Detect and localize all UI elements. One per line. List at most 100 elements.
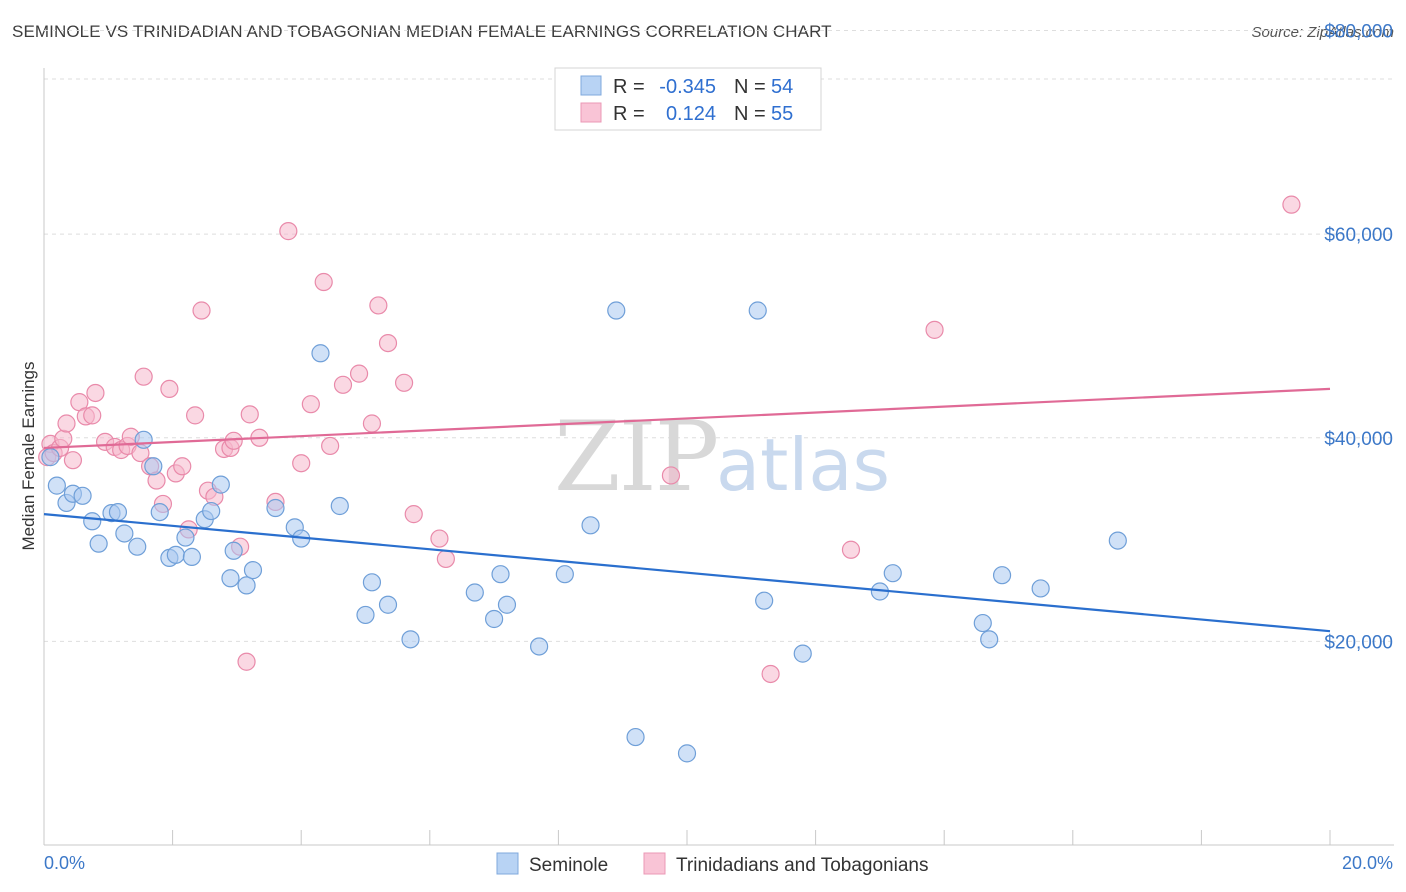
point-seminole	[356, 605, 375, 625]
point-seminole	[401, 630, 420, 649]
trend-line-trinidadians	[43, 387, 1331, 450]
point-seminole	[755, 591, 774, 610]
series-seminole-points	[41, 301, 1127, 763]
point-seminole	[677, 744, 697, 763]
point-trinidadians	[404, 505, 423, 524]
point-trinidadians	[160, 379, 179, 399]
point-seminole	[115, 524, 134, 543]
point-trinidadians	[63, 451, 83, 470]
point-trinidadians	[378, 333, 398, 353]
point-trinidadians	[173, 457, 192, 476]
legend-r-value-1: -0.345	[659, 76, 716, 98]
point-trinidadians	[86, 383, 105, 403]
point-trinidadians	[369, 296, 388, 315]
point-seminole	[108, 502, 128, 522]
point-seminole	[362, 573, 382, 592]
point-trinidadians	[436, 549, 455, 569]
point-seminole	[134, 430, 153, 449]
point-trinidadians	[362, 414, 382, 433]
chart-title: SEMINOLE VS TRINIDADIAN AND TOBAGONIAN M…	[12, 22, 832, 41]
point-trinidadians	[661, 466, 681, 485]
y-tick-label: $60,000	[1324, 225, 1393, 246]
point-trinidadians	[83, 406, 102, 425]
point-trinidadians	[192, 301, 211, 320]
point-seminole	[793, 644, 812, 663]
point-seminole	[1031, 579, 1050, 598]
point-seminole	[166, 545, 185, 564]
point-seminole	[530, 637, 549, 656]
watermark-atlas: atlas	[716, 423, 890, 507]
point-seminole	[224, 541, 243, 560]
legend-n-label-2: N =	[734, 103, 766, 125]
point-trinidadians	[1282, 195, 1301, 214]
point-trinidadians	[237, 652, 256, 671]
point-trinidadians	[279, 222, 298, 241]
point-trinidadians	[240, 405, 259, 424]
legend-swatch-trinidadians	[580, 102, 602, 123]
point-trinidadians	[224, 431, 243, 450]
y-tick-label: $80,000	[1324, 22, 1393, 43]
x-tick-label-max: 20.0%	[1342, 853, 1393, 873]
point-seminole	[1108, 531, 1127, 550]
y-tick-label: $40,000	[1324, 429, 1393, 450]
legend-bottom-swatch-seminole	[496, 852, 519, 875]
point-seminole	[330, 496, 349, 516]
legend-top: R = -0.345 N = 54 R = 0.124 N = 55	[554, 67, 822, 131]
point-trinidadians	[349, 364, 369, 383]
point-trinidadians	[186, 406, 205, 425]
point-seminole	[202, 501, 221, 521]
point-seminole	[497, 595, 517, 614]
point-trinidadians	[57, 414, 76, 433]
y-tick-labels: $20,000 $40,000 $60,000 $80,000	[1324, 22, 1393, 654]
trend-lines	[43, 387, 1331, 633]
point-seminole	[378, 595, 398, 614]
y-tick-label: $20,000	[1324, 632, 1393, 653]
point-seminole	[883, 564, 902, 583]
legend-n-value-1: 54	[771, 76, 793, 98]
point-seminole	[128, 537, 147, 556]
point-seminole	[266, 498, 285, 518]
legend-n-value-2: 55	[771, 103, 793, 125]
point-seminole	[89, 534, 108, 553]
watermark: ZIP atlas	[554, 401, 890, 513]
point-trinidadians	[761, 664, 780, 684]
y-axis-title: Median Female Earnings	[19, 362, 38, 551]
point-seminole	[237, 576, 256, 595]
legend-bottom-swatch-trinidadians	[643, 852, 666, 875]
point-seminole	[83, 512, 102, 531]
point-seminole	[211, 475, 230, 494]
x-tick-label-min: 0.0%	[44, 853, 85, 873]
legend-r-label-2: R =	[613, 103, 645, 125]
point-trinidadians	[134, 367, 153, 386]
point-seminole	[311, 344, 330, 363]
point-trinidadians	[314, 272, 333, 292]
point-seminole	[73, 486, 92, 505]
point-trinidadians	[301, 395, 320, 414]
point-seminole	[992, 566, 1012, 585]
point-trinidadians	[394, 373, 414, 392]
point-seminole	[221, 569, 240, 588]
point-seminole	[47, 476, 66, 495]
point-seminole	[607, 301, 626, 320]
legend-bottom: Seminole Trinidadians and Tobagonians	[496, 852, 928, 876]
point-seminole	[491, 565, 510, 584]
point-trinidadians	[321, 436, 340, 456]
point-seminole	[465, 583, 484, 602]
point-seminole	[485, 609, 504, 629]
point-seminole	[150, 502, 169, 522]
legend-r-label-1: R =	[613, 76, 645, 98]
point-seminole	[144, 457, 163, 476]
legend-r-value-2: 0.124	[666, 103, 716, 125]
point-seminole	[555, 565, 574, 584]
point-seminole	[182, 547, 201, 566]
point-seminole	[973, 613, 992, 633]
x-tick-marks	[43, 830, 1331, 845]
point-seminole	[581, 516, 600, 535]
point-seminole	[176, 528, 195, 547]
point-seminole	[748, 301, 767, 320]
legend-swatch-seminole	[580, 75, 602, 96]
legend-bottom-label-seminole: Seminole	[529, 855, 608, 876]
point-seminole	[243, 561, 263, 580]
legend-bottom-label-trinidadians: Trinidadians and Tobagonians	[676, 855, 928, 876]
